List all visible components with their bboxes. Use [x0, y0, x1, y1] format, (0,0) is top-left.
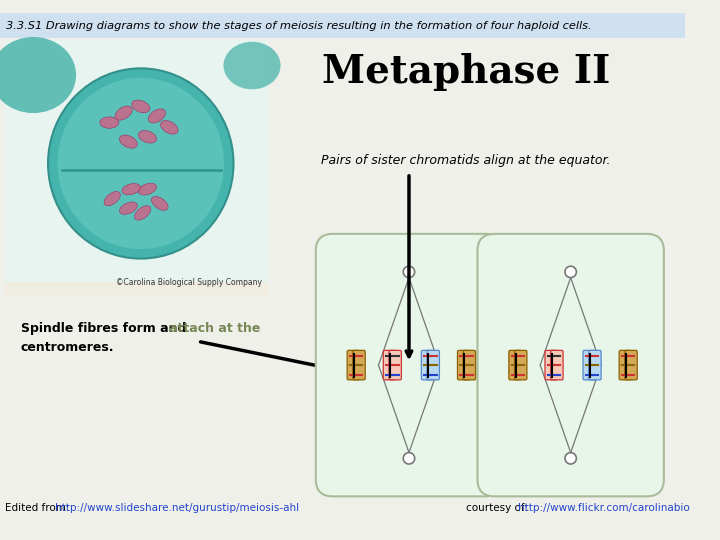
FancyBboxPatch shape	[389, 350, 401, 380]
FancyBboxPatch shape	[353, 350, 365, 380]
FancyBboxPatch shape	[515, 350, 527, 380]
Ellipse shape	[122, 184, 140, 194]
Text: centromeres.: centromeres.	[21, 341, 114, 354]
Ellipse shape	[160, 122, 179, 133]
FancyBboxPatch shape	[509, 350, 521, 380]
Ellipse shape	[120, 136, 138, 148]
Circle shape	[565, 266, 577, 278]
FancyBboxPatch shape	[5, 40, 269, 295]
FancyBboxPatch shape	[457, 350, 470, 380]
Ellipse shape	[115, 106, 132, 120]
FancyBboxPatch shape	[619, 350, 631, 380]
Text: Spindle fibres form and: Spindle fibres form and	[21, 322, 191, 335]
FancyBboxPatch shape	[0, 13, 685, 38]
Text: ©Carolina Biological Supply Company: ©Carolina Biological Supply Company	[115, 278, 261, 287]
Ellipse shape	[48, 69, 233, 259]
FancyBboxPatch shape	[625, 350, 637, 380]
Text: Metaphase II: Metaphase II	[322, 53, 610, 91]
Text: courtesy of:: courtesy of:	[466, 503, 531, 512]
Ellipse shape	[104, 192, 121, 205]
FancyBboxPatch shape	[477, 234, 664, 496]
Ellipse shape	[101, 115, 117, 130]
FancyBboxPatch shape	[347, 350, 359, 380]
Ellipse shape	[151, 197, 168, 210]
FancyBboxPatch shape	[583, 350, 595, 380]
Text: 3.3.S1 Drawing diagrams to show the stages of meiosis resulting in the formation: 3.3.S1 Drawing diagrams to show the stag…	[6, 21, 591, 31]
FancyBboxPatch shape	[551, 350, 563, 380]
Circle shape	[403, 266, 415, 278]
FancyBboxPatch shape	[589, 350, 601, 380]
Ellipse shape	[138, 131, 157, 143]
FancyBboxPatch shape	[421, 350, 433, 380]
Ellipse shape	[223, 42, 281, 89]
Ellipse shape	[119, 203, 138, 213]
FancyBboxPatch shape	[545, 350, 557, 380]
FancyBboxPatch shape	[316, 234, 502, 496]
FancyBboxPatch shape	[5, 40, 269, 282]
Text: Edited from:: Edited from:	[5, 503, 73, 512]
Text: attach at the: attach at the	[169, 322, 261, 335]
FancyBboxPatch shape	[463, 350, 475, 380]
Ellipse shape	[0, 37, 76, 113]
FancyBboxPatch shape	[5, 40, 269, 282]
Ellipse shape	[138, 184, 157, 195]
Ellipse shape	[131, 100, 150, 112]
FancyBboxPatch shape	[427, 350, 439, 380]
Text: Pairs of sister chromatids align at the equator.: Pairs of sister chromatids align at the …	[321, 154, 611, 167]
Text: http://www.slideshare.net/gurustip/meiosis-ahl: http://www.slideshare.net/gurustip/meios…	[55, 503, 300, 512]
Circle shape	[565, 453, 577, 464]
Text: http://www.flickr.com/carolinabio: http://www.flickr.com/carolinabio	[518, 503, 690, 512]
Circle shape	[403, 453, 415, 464]
Ellipse shape	[134, 207, 151, 219]
Ellipse shape	[148, 110, 166, 122]
Ellipse shape	[58, 78, 224, 249]
FancyBboxPatch shape	[383, 350, 396, 380]
